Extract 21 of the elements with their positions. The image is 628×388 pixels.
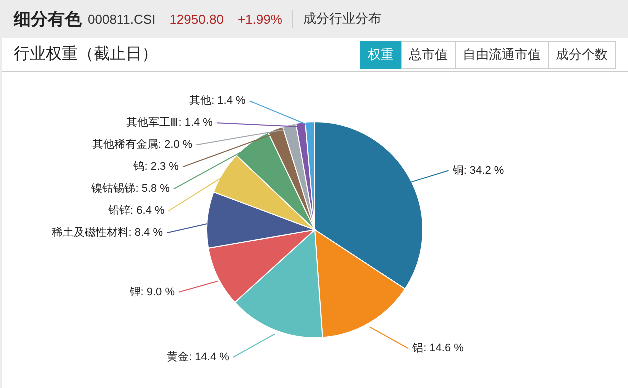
slice-label: 铅锌: 6.4 % (108, 204, 165, 218)
chart-subtitle: 行业权重（截止日） (14, 44, 158, 65)
slice-label: 铝: 14.6 % (412, 342, 464, 355)
slice-label: 锂: 9.0 % (128, 286, 176, 298)
slice-label: 铜: 34.2 % (452, 164, 504, 177)
chart-title: 细分有色 (14, 8, 82, 30)
text: 成分行业分布 (303, 10, 382, 28)
slice-label: 黄金: 14.4 % (167, 350, 230, 364)
slice-label: 其他军工Ⅲ: 1.4 % (126, 116, 214, 130)
slice-label: 稀土及磁性材料: 8.4 % (52, 226, 164, 240)
text: 12950.80 (170, 12, 224, 26)
slice-label: 镍钴锡锑: 5.8 % (90, 183, 170, 196)
text: 自由流通市值 (455, 40, 549, 68)
text: 成分个数 (548, 40, 616, 68)
slice-label: 其他: 1.4 % (190, 94, 246, 108)
slice-label: 钨: 2.3 % (132, 161, 180, 174)
slice-label: 其他稀有金属: 2.0 % (92, 138, 193, 152)
text: +1.99% (238, 12, 282, 26)
text: 总市值 (401, 40, 456, 68)
text: 权重 (360, 40, 402, 68)
text: 000811.CSI (88, 12, 156, 26)
